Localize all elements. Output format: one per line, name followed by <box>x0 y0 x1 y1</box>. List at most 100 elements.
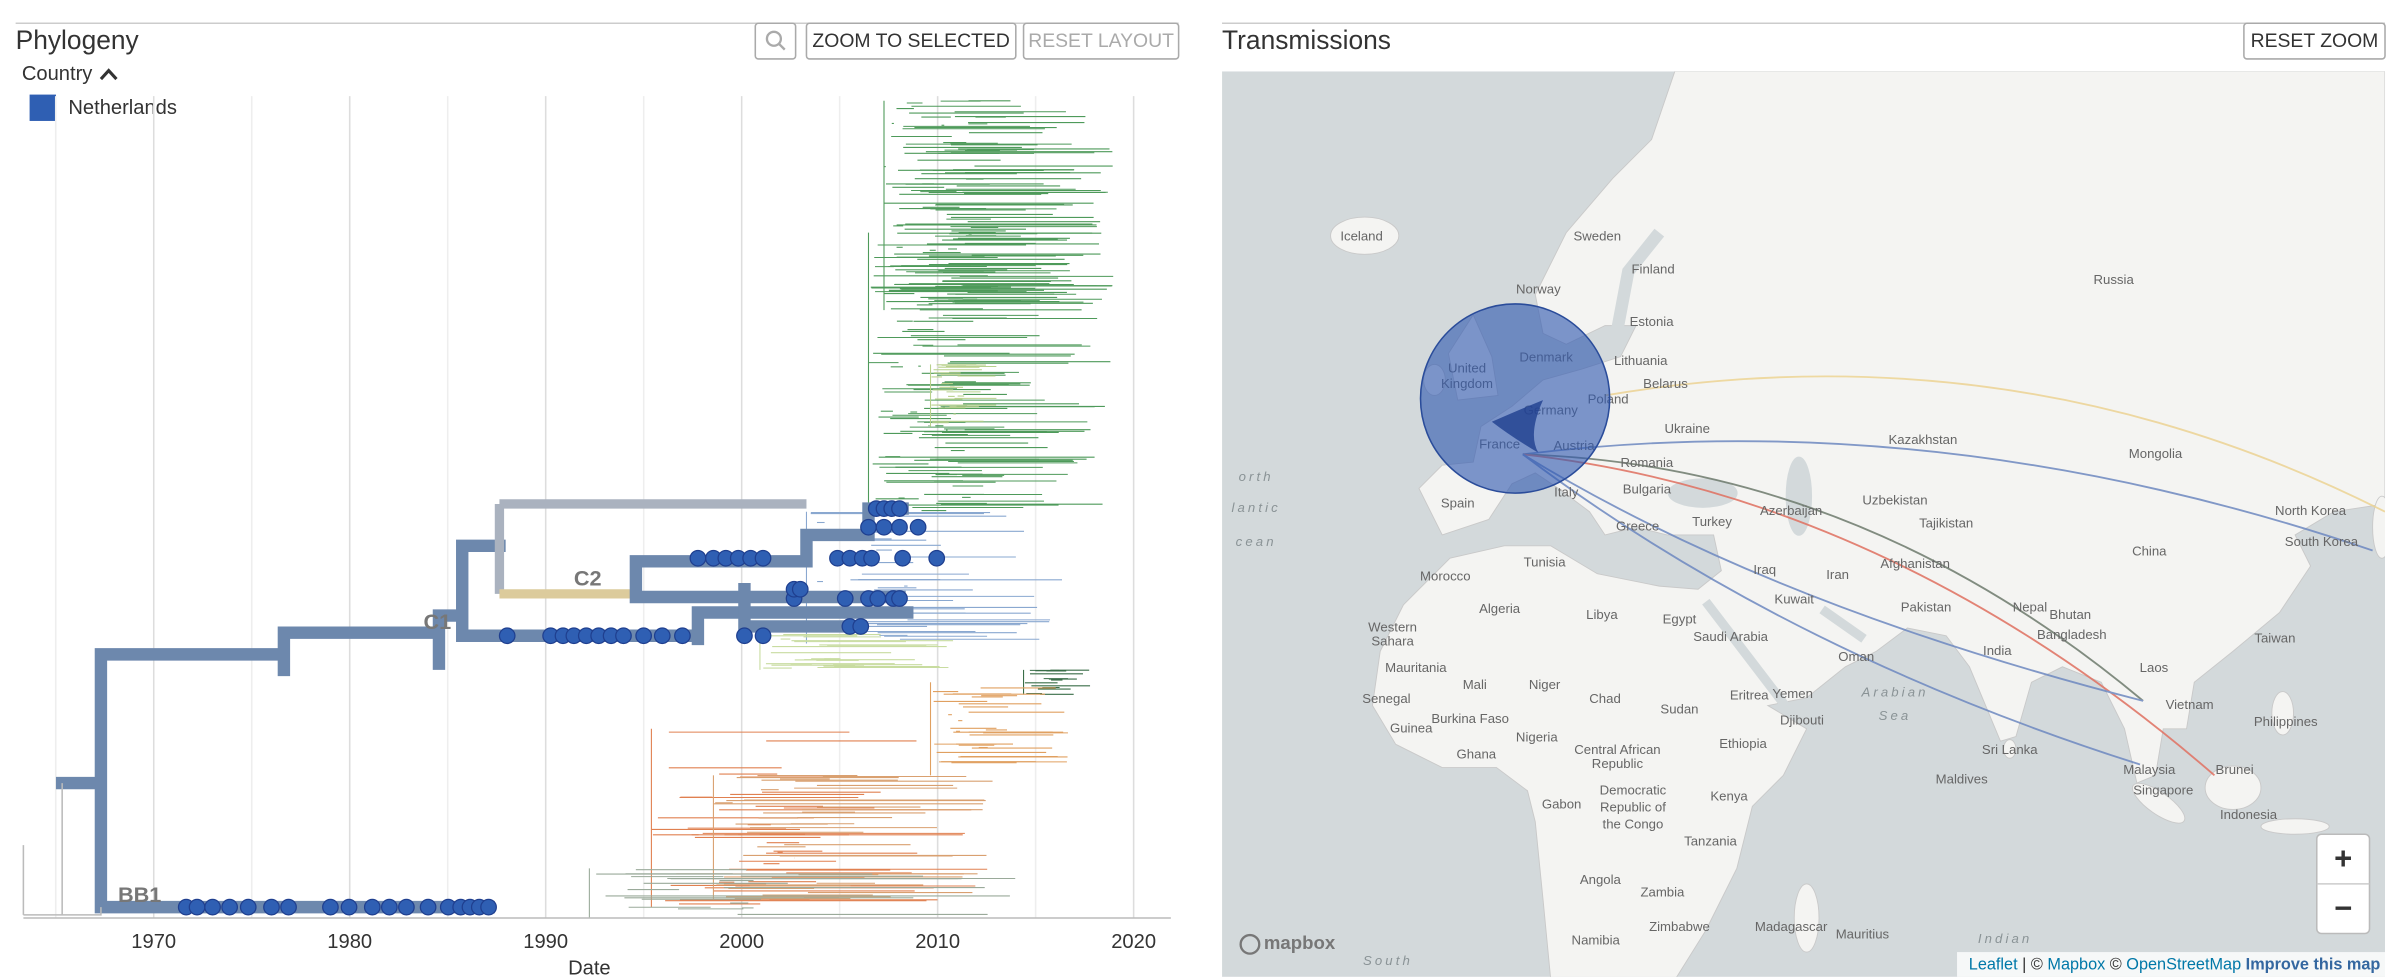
island <box>2003 739 2017 759</box>
legend-title: Country <box>22 63 93 85</box>
map-label: Oman <box>1838 649 1874 664</box>
map-label: Zambia <box>1640 885 1685 900</box>
zoom-control: + − <box>2316 833 2371 935</box>
map-label: Tanzania <box>1684 833 1737 848</box>
icon <box>777 42 786 51</box>
map-label: Mali <box>1463 677 1487 692</box>
map-label: Guinea <box>1390 720 1433 735</box>
tip-dot <box>754 549 772 567</box>
button-label: RESET ZOOM <box>2251 30 2379 52</box>
map-label: Afghanistan <box>1880 556 1950 571</box>
map-label: Norway <box>1516 281 1561 296</box>
tip-dot <box>860 518 877 536</box>
map-label: Gabon <box>1542 796 1582 811</box>
panel-title: Phylogeny <box>16 25 140 55</box>
map-label: Azerbaijan <box>1760 503 1822 518</box>
attribution: Leaflet | © Mapbox © OpenStreetMap Impro… <box>1969 956 2381 974</box>
deme-circle[interactable] <box>1419 303 1611 494</box>
tip-dot <box>635 627 653 645</box>
map-label: Maldives <box>1936 771 1988 786</box>
tip-dot <box>204 898 221 916</box>
map-label: Egypt <box>1663 612 1697 627</box>
map-label: Greece <box>1616 519 1659 534</box>
attribution-bg <box>1957 952 2386 977</box>
map-label: Lithuania <box>1614 353 1668 368</box>
map-label: Democratic <box>1600 782 1667 797</box>
link[interactable]: Improve this map <box>2241 956 2380 974</box>
map-label: Republic of <box>1600 799 1666 814</box>
map-label: Philippines <box>2254 714 2318 729</box>
link[interactable]: OpenStreetMap <box>2126 956 2241 974</box>
x-axis: 1970 1980 1990 2000 2010 2020 <box>131 931 1156 953</box>
tip-dot <box>188 898 206 916</box>
map-label: Nepal <box>2013 599 2047 614</box>
map-label: Arabian <box>1860 685 1928 700</box>
reset-layout-button[interactable]: RESET LAYOUT <box>1022 22 1180 60</box>
tip-dot <box>480 898 497 916</box>
icon <box>765 30 783 47</box>
map-label: Mongolia <box>2129 446 2183 461</box>
tip-dot <box>852 618 870 635</box>
branch <box>494 499 807 594</box>
map-label: Malaysia <box>2123 762 2176 777</box>
legend-swatch <box>29 94 56 121</box>
map-label: Ukraine <box>1665 421 1710 436</box>
map-label: Iran <box>1826 567 1849 582</box>
legend: Netherlands <box>29 94 177 121</box>
tip-dot <box>340 898 358 916</box>
map-label: Tunisia <box>1524 554 1567 569</box>
map-label: North Korea <box>2275 503 2347 518</box>
map-label: Estonia <box>1630 314 1675 329</box>
reset-zoom-button[interactable]: RESET ZOOM <box>2243 22 2386 60</box>
map-label: Saudi Arabia <box>1693 629 1768 644</box>
map-label: Uzbekistan <box>1862 492 1927 507</box>
tip-dot <box>380 898 398 916</box>
tip-dot <box>398 898 415 916</box>
panel-title: Transmissions <box>1222 25 1391 55</box>
map-label: Iceland <box>1340 229 1382 244</box>
map-label: South <box>1363 953 1413 968</box>
tree-tips <box>588 100 1114 918</box>
x-tick-label: 2000 <box>719 931 764 953</box>
map-label: Sri Lanka <box>1982 742 2038 757</box>
map-label: Romania <box>1621 455 1674 470</box>
link[interactable]: Mapbox <box>2047 956 2105 974</box>
chevron <box>99 68 118 81</box>
legend-label: Netherlands <box>68 97 177 119</box>
map-label: lantic <box>1231 500 1280 515</box>
branch <box>22 783 102 916</box>
zoom-out[interactable]: − <box>2334 890 2352 925</box>
x-tick-label: 2010 <box>915 931 960 953</box>
zoom-selected-button[interactable]: ZOOM TO SELECTED <box>805 22 1017 60</box>
map-label: Chad <box>1589 691 1621 706</box>
legend-toggle[interactable]: Country <box>22 63 118 85</box>
axis-title: Date <box>568 957 611 979</box>
arc <box>1522 453 2144 702</box>
island <box>2260 818 2330 835</box>
transmission-arcs <box>1522 375 2386 777</box>
map-label: Burkina Faso <box>1431 711 1509 726</box>
clade-label: BB1 <box>118 882 161 907</box>
tip-dot <box>322 898 339 916</box>
logo-icon <box>1239 933 1261 955</box>
link[interactable]: Leaflet <box>1969 956 2018 974</box>
local-arc <box>1491 400 1544 453</box>
arc <box>1522 453 2216 777</box>
island <box>2372 495 2386 559</box>
sea <box>1819 605 1867 643</box>
sea <box>1702 598 1795 717</box>
map-label: Mauritania <box>1385 660 1447 675</box>
zoom-out-button[interactable] <box>754 22 797 60</box>
island <box>2271 691 2294 736</box>
map-label: China <box>2132 544 2167 559</box>
island <box>1793 883 1820 953</box>
mapbox-logo[interactable]: mapbox <box>1239 932 1336 955</box>
map[interactable]: Iceland Sweden Finland Russia Norway Estonia D… <box>1222 71 2391 980</box>
map-label: Senegal <box>1362 691 1410 706</box>
map-label: Sudan <box>1660 702 1698 717</box>
tip-dot <box>736 627 753 645</box>
zoom-in[interactable]: + <box>2334 841 2352 876</box>
tip-dot <box>869 590 887 607</box>
button-frame <box>805 22 1017 60</box>
